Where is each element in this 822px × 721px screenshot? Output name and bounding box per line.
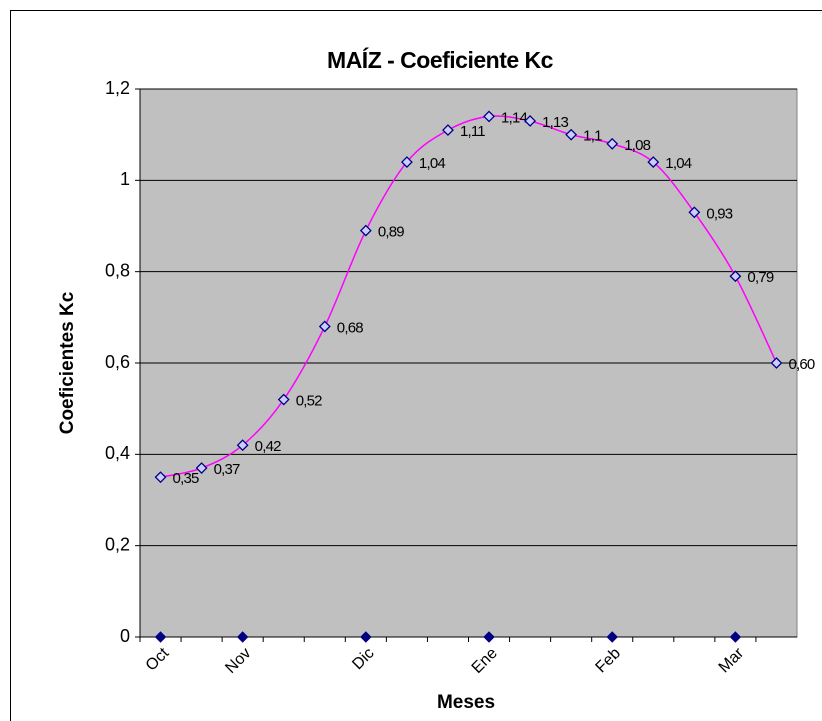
y-tick-label: 0,2 [105,534,130,554]
chart-title: MAÍZ - Coeficiente Kc [327,46,554,73]
data-marker [524,115,537,127]
data-marker [729,631,742,643]
data-marker [360,631,372,643]
data-label: 1,04 [419,155,445,172]
series-line [160,115,778,478]
x-axis-label: Meses [437,692,495,713]
data-label: 1,14 [501,109,527,126]
data-marker [606,137,619,150]
data-label: 0,37 [214,461,240,478]
data-marker [565,128,578,141]
data-label: 1,04 [665,155,691,172]
data-marker [770,357,783,369]
data-marker [236,631,249,643]
data-label: 1,08 [624,137,650,154]
y-tick-label: 1,2 [105,78,130,98]
data-label: 1,13 [542,114,568,131]
data-marker [483,110,495,123]
y-tick-label: 0,6 [105,352,130,372]
y-tick-label: 0 [120,626,130,646]
y-tick-label: 1 [120,169,130,189]
y-tick-label: 0,8 [105,260,130,280]
data-marker [606,631,618,643]
data-label: 0,68 [337,319,363,336]
y-axis-label: Coeficientes Kc [57,291,78,434]
data-label: 0,52 [296,393,322,410]
data-marker [359,224,372,237]
data-marker [318,320,331,333]
data-label: 0,35 [173,470,199,487]
data-label: 0,79 [747,269,773,286]
data-marker [442,124,454,137]
data-marker [154,631,167,643]
data-marker [277,393,290,406]
data-marker [195,462,208,474]
data-label: 0,42 [255,438,281,455]
data-label: 0,93 [706,205,732,222]
data-marker [729,270,742,283]
data-label: 1,11 [460,123,485,140]
y-tick-label: 0,4 [105,443,130,463]
data-marker [154,471,167,484]
data-marker [400,156,413,168]
data-marker [236,439,249,452]
data-label: 0,89 [378,224,404,241]
data-label: 1,1 [583,128,602,145]
data-label: 0,60 [788,356,814,373]
data-marker [483,631,495,643]
data-marker [647,156,660,168]
data-marker [688,206,701,219]
